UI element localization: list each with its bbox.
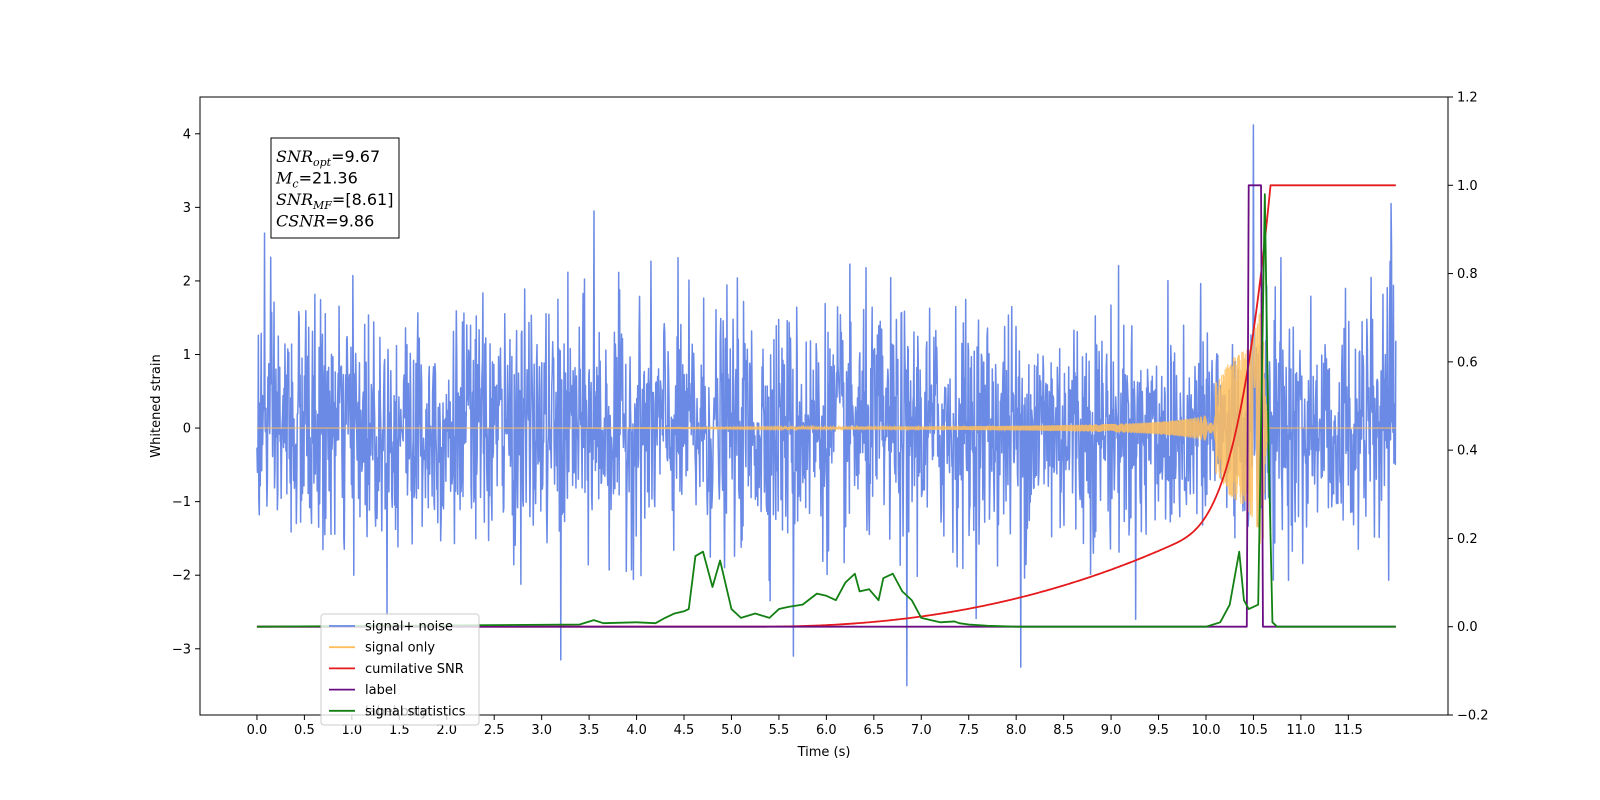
legend-label-cumilative-snr: cumilative SNR [365,662,464,677]
legend: signal+ noise signal only cumilative SNR la… [320,613,480,726]
legend-label-signal-only: signal only [365,641,435,656]
y-left-tick-label: 2 [183,274,191,289]
x-tick-label: 3.5 [579,723,600,738]
x-tick-label: 1.0 [342,723,363,738]
x-tick-label: 11.0 [1286,723,1315,738]
x-axis-label: Time (s) [797,745,851,760]
annotation-line: CSNR=9.86 [276,212,374,231]
y-left-tick-label: 4 [183,127,191,142]
y-left-tick-label: −2 [172,569,191,584]
legend-label-label-only: label only [365,704,428,719]
y-left-tick-label: 1 [183,348,191,363]
y-left-tick-label: 3 [183,201,191,216]
y-right-tick-label: 0.4 [1457,444,1478,459]
x-tick-label: 11.5 [1334,723,1363,738]
x-tick-label: 6.0 [816,723,837,738]
y-left-tick-label: −3 [172,642,191,657]
axes-frame [199,96,1449,716]
x-tick-label: 10.0 [1192,723,1221,738]
y-left-tick-label: −1 [172,495,191,510]
y-right-tick-label: −0.2 [1457,709,1489,724]
series-signal-statistics [256,193,1396,628]
x-tick-label: 8.0 [1006,723,1027,738]
axes: 0.0 0.5 1.0 1.5 2.0 2.5 3.0 3.5 4.0 4.5 5.0 5.5 6.0 6… [149,91,1489,761]
y-right-tick-label: 1.0 [1457,179,1478,194]
x-tick-label: 7.5 [958,723,979,738]
legend-label-label: label [365,683,396,698]
annotation-line: Mc=21.36 [275,169,358,191]
annotation-frame [270,137,400,239]
y-right-tick-label: 0.0 [1457,620,1478,635]
series-label [256,184,1396,628]
annotation-line: SNRMF=[8.61] [276,190,393,212]
x-tick-label: 10.5 [1239,723,1268,738]
x-tick-label: 8.5 [1053,723,1074,738]
legend-frame [320,613,480,726]
x-tick-label: 0.0 [247,723,268,738]
y-right-tick-label: 0.8 [1457,267,1478,282]
series-signal-noise [256,124,1397,687]
x-tick-label: 3.0 [531,723,552,738]
y-axis-label: Whitened strain [149,354,164,457]
x-tick-label: 5.0 [721,723,742,738]
y-right-tick-label: 0.2 [1457,532,1478,547]
x-tick-label: 4.5 [674,723,695,738]
x-tick-label: 9.5 [1148,723,1169,738]
x-tick-label: 9.0 [1101,723,1122,738]
y-right-tick-label: 0.6 [1457,355,1478,370]
x-tick-label: 2.5 [484,723,505,738]
series-signal-only [256,293,1396,544]
x-tick-label: 1.5 [389,723,410,738]
x-tick-label: 5.5 [769,723,790,738]
x-tick-label: 2.0 [436,723,457,738]
x-tick-label: 6.5 [863,723,884,738]
y-right-tick-label: 1.2 [1457,91,1478,106]
annotation-line: SNRopt=9.67 [276,147,380,169]
legend-label-signal-statistics: signal statistics [365,704,466,719]
x-tick-label: 0.5 [294,723,315,738]
y-left-tick-label: 0 [183,422,191,437]
legend-label-signal-noise: signal+ noise [365,620,453,635]
x-tick-label: 4.0 [626,723,647,738]
x-tick-label: 7.0 [911,723,932,738]
